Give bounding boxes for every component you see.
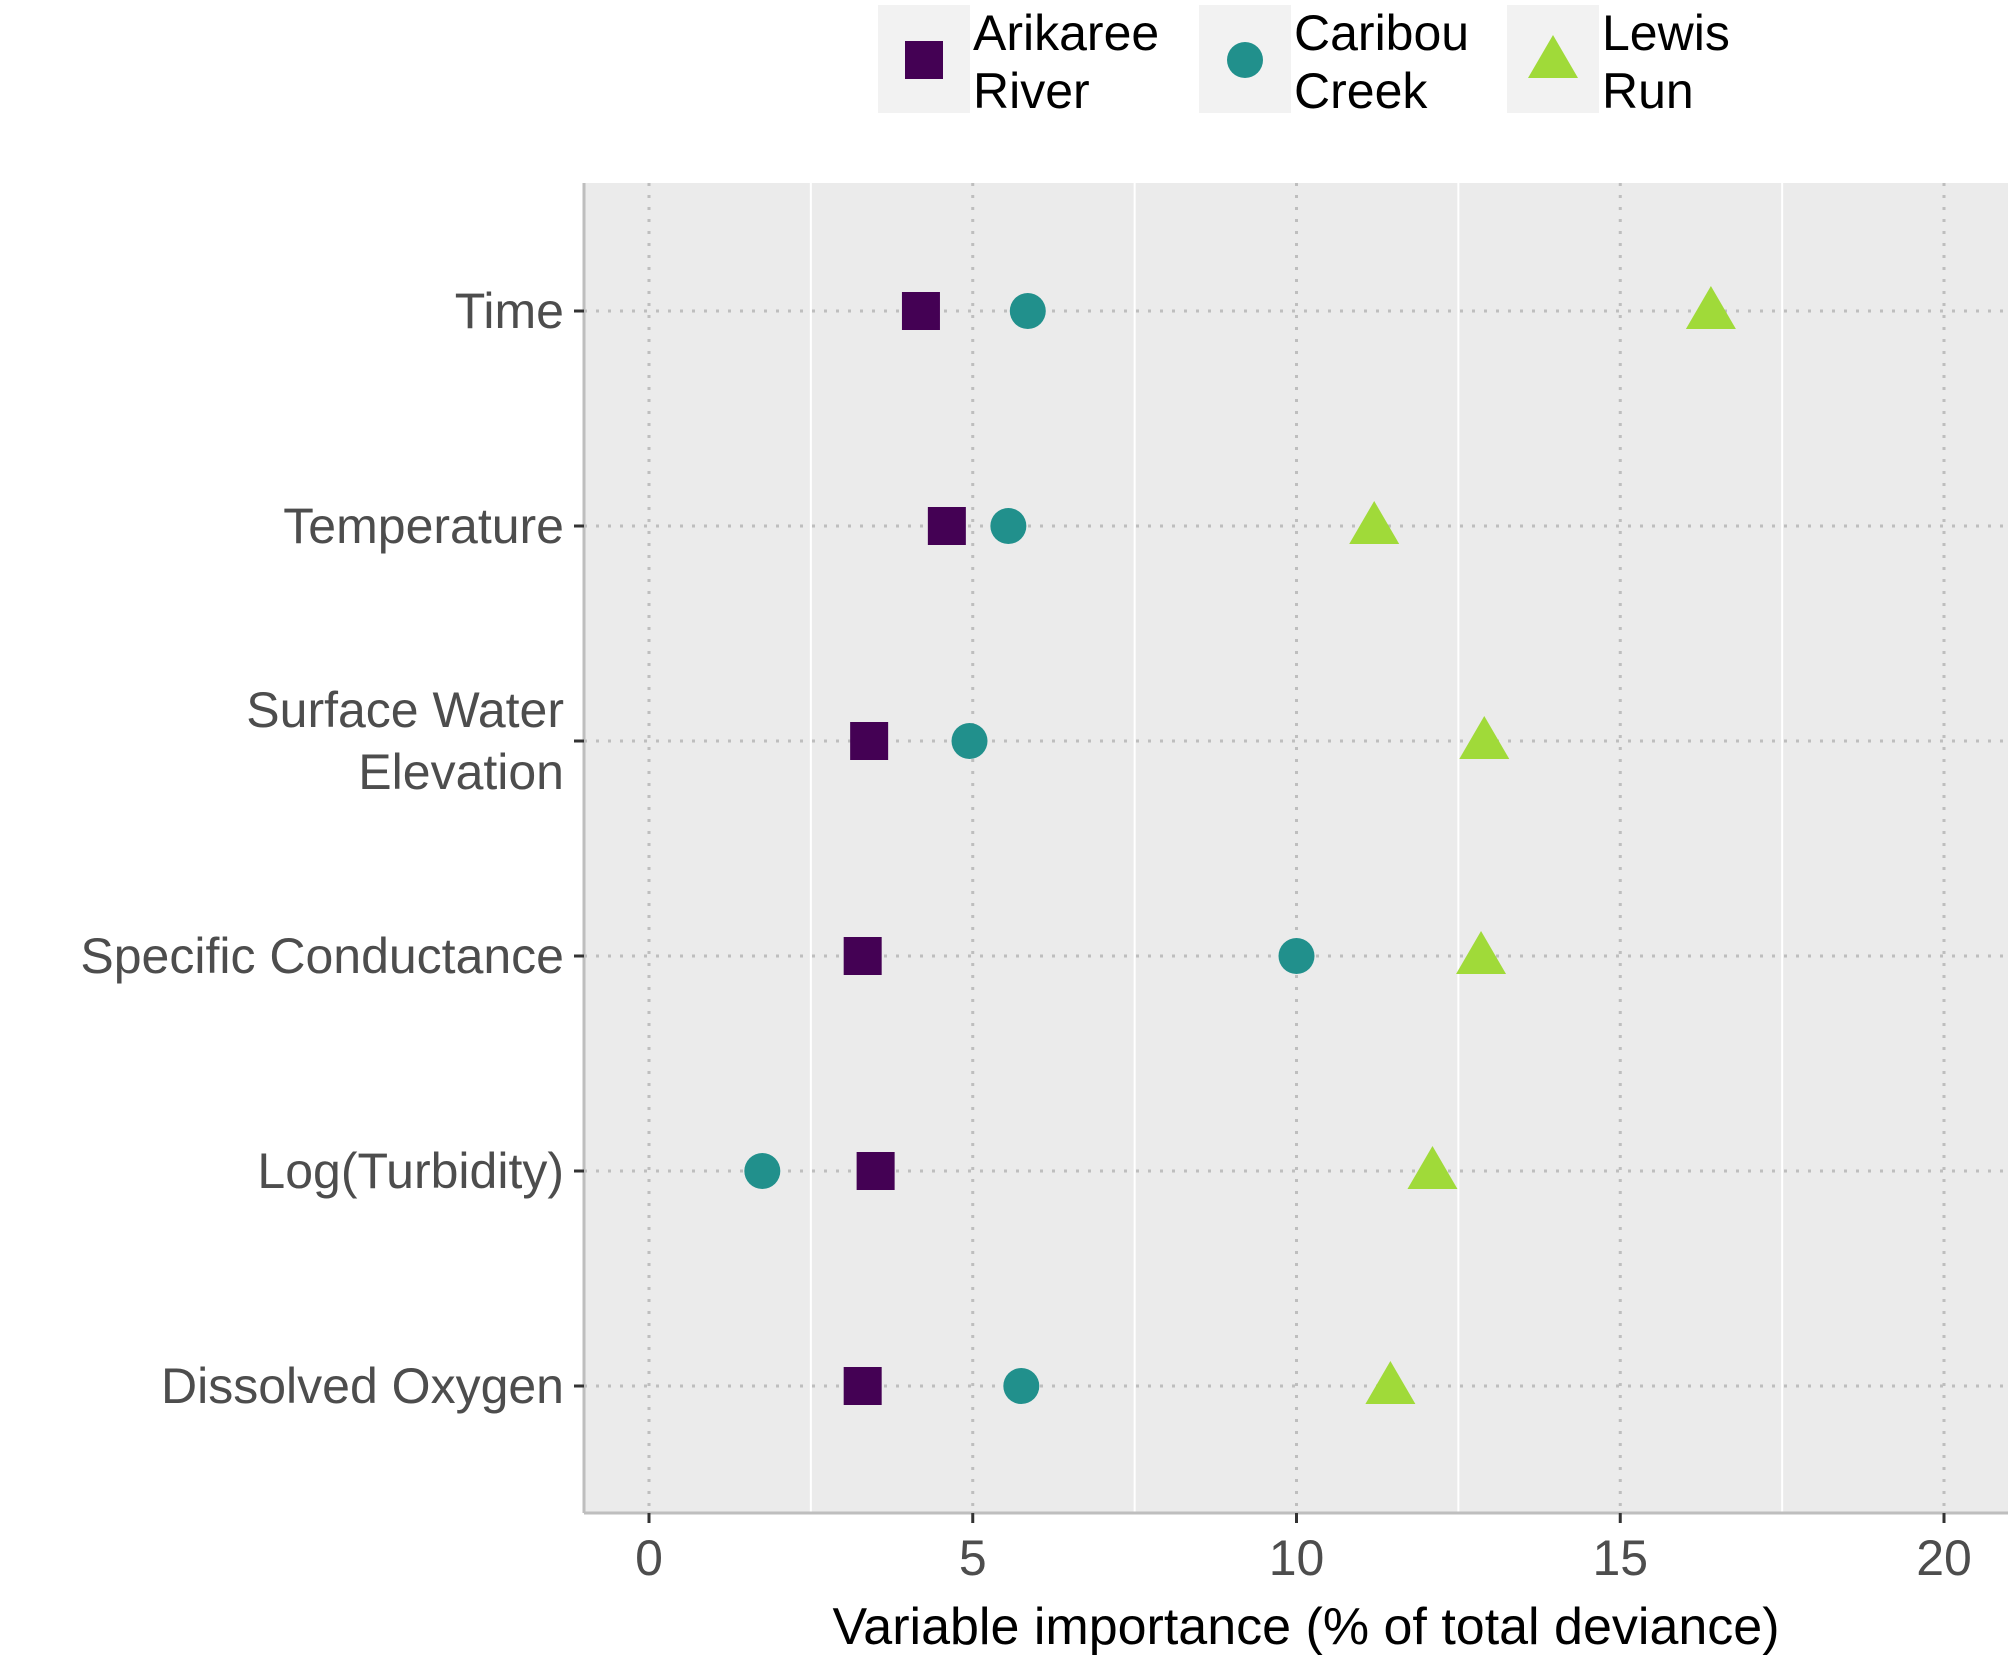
point-circle	[1278, 938, 1315, 974]
y-tick-label: Specific Conductance	[80, 928, 564, 984]
point-triangle	[1349, 501, 1400, 544]
point-square	[856, 1152, 895, 1190]
y-tick-label: Elevation	[358, 744, 564, 800]
legend-label: Run	[1602, 63, 1694, 119]
y-tick-label: Dissolved Oxygen	[161, 1358, 564, 1414]
point-triangle	[1456, 931, 1507, 974]
point-square	[843, 937, 882, 975]
x-tick-label: 10	[1269, 1530, 1325, 1586]
point-circle	[1003, 1368, 1040, 1404]
legend-triangle-icon	[1528, 35, 1578, 78]
legend-square-icon	[905, 41, 943, 79]
x-tick-label: 0	[635, 1530, 663, 1586]
y-tick-label: Temperature	[283, 498, 564, 554]
legend-circle-icon	[1227, 42, 1263, 78]
legend-label: Lewis	[1602, 5, 1730, 61]
x-tick-label: 20	[1916, 1530, 1972, 1586]
point-triangle	[1407, 1146, 1458, 1189]
x-axis-title: Variable importance (% of total deviance…	[832, 1598, 1779, 1656]
y-tick-label: Surface Water	[246, 682, 564, 738]
point-square	[843, 1367, 882, 1405]
x-tick-label: 5	[959, 1530, 987, 1586]
legend-label: Arikaree	[973, 5, 1159, 61]
point-circle	[951, 723, 988, 759]
legend-label: Creek	[1294, 63, 1428, 119]
point-circle	[744, 1153, 781, 1189]
legend-label: Caribou	[1294, 5, 1469, 61]
y-tick-label: Log(Turbidity)	[257, 1143, 564, 1199]
point-square	[850, 722, 889, 760]
point-triangle	[1459, 716, 1510, 759]
point-circle	[990, 508, 1027, 544]
point-square	[901, 292, 940, 330]
legend-label: River	[973, 63, 1090, 119]
point-triangle	[1685, 286, 1736, 329]
point-square	[927, 507, 966, 545]
y-tick-label: Time	[455, 283, 564, 339]
point-circle	[1009, 293, 1046, 329]
point-triangle	[1365, 1361, 1416, 1404]
x-tick-label: 15	[1592, 1530, 1648, 1586]
plot-panel	[584, 183, 2008, 1513]
